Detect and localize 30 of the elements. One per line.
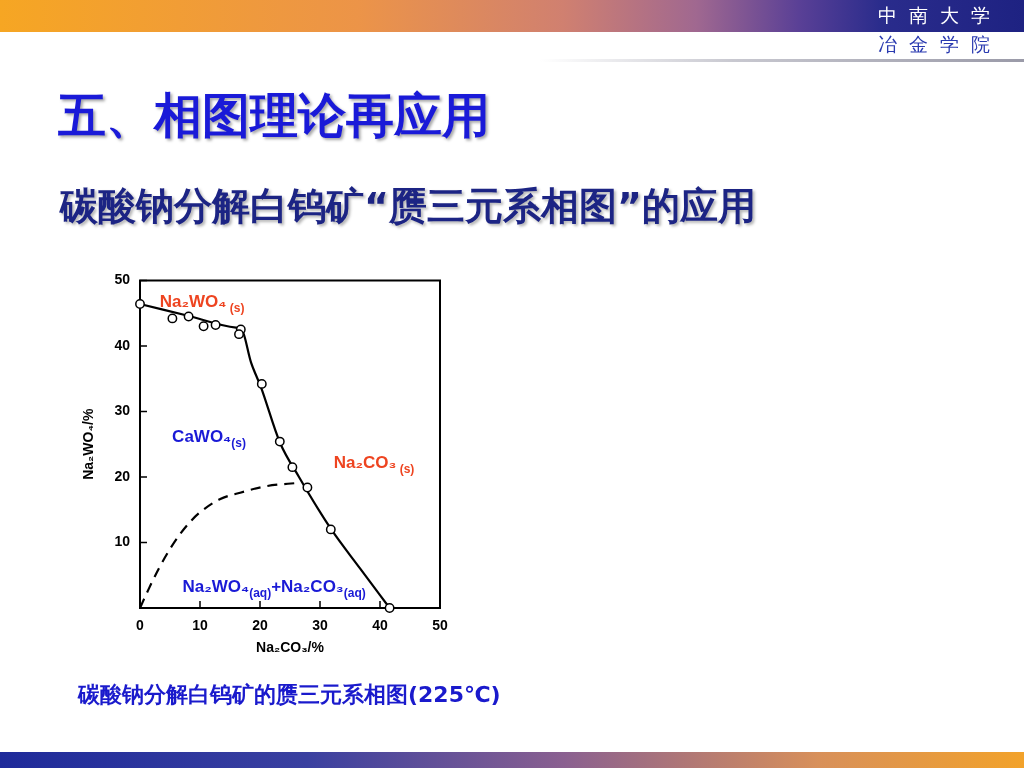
text: 碳酸钠分解白钨矿的赝三元系相图(225℃) bbox=[78, 682, 501, 709]
chart-title: 五、相图理论再应用 bbox=[58, 87, 490, 145]
y-tick-label: 40 bbox=[114, 336, 131, 353]
x-axis-title: Na₂CO₃/% bbox=[256, 639, 325, 656]
x-tick-label: 30 bbox=[312, 617, 328, 634]
y-tick-label: 10 bbox=[114, 533, 131, 550]
y-tick-label: 20 bbox=[114, 467, 131, 484]
y-axis-title: Na₂WO₄/% bbox=[80, 408, 97, 480]
x-tick-label: 0 bbox=[136, 617, 145, 634]
point bbox=[167, 313, 178, 324]
text: 冶金学院 bbox=[878, 33, 1002, 56]
point bbox=[256, 378, 267, 389]
y-tick-label: 30 bbox=[114, 402, 131, 419]
point bbox=[198, 321, 209, 332]
chart-subtitle: 碳酸钠分解白钨矿“赝三元系相图”的应用 bbox=[60, 184, 756, 230]
point bbox=[183, 311, 194, 322]
point bbox=[274, 436, 285, 447]
point bbox=[210, 320, 221, 330]
text: 中南大学 bbox=[878, 4, 1002, 27]
point bbox=[325, 524, 336, 535]
point bbox=[384, 603, 395, 613]
x-tick-label: 50 bbox=[432, 617, 448, 634]
point bbox=[302, 482, 313, 493]
x-tick-label: 40 bbox=[372, 617, 388, 634]
x-tick-label: 10 bbox=[192, 617, 208, 634]
x-tick-label: 20 bbox=[252, 617, 268, 634]
point bbox=[287, 462, 298, 473]
point bbox=[135, 299, 145, 309]
y-tick-label: 50 bbox=[114, 271, 131, 288]
point bbox=[234, 329, 244, 340]
